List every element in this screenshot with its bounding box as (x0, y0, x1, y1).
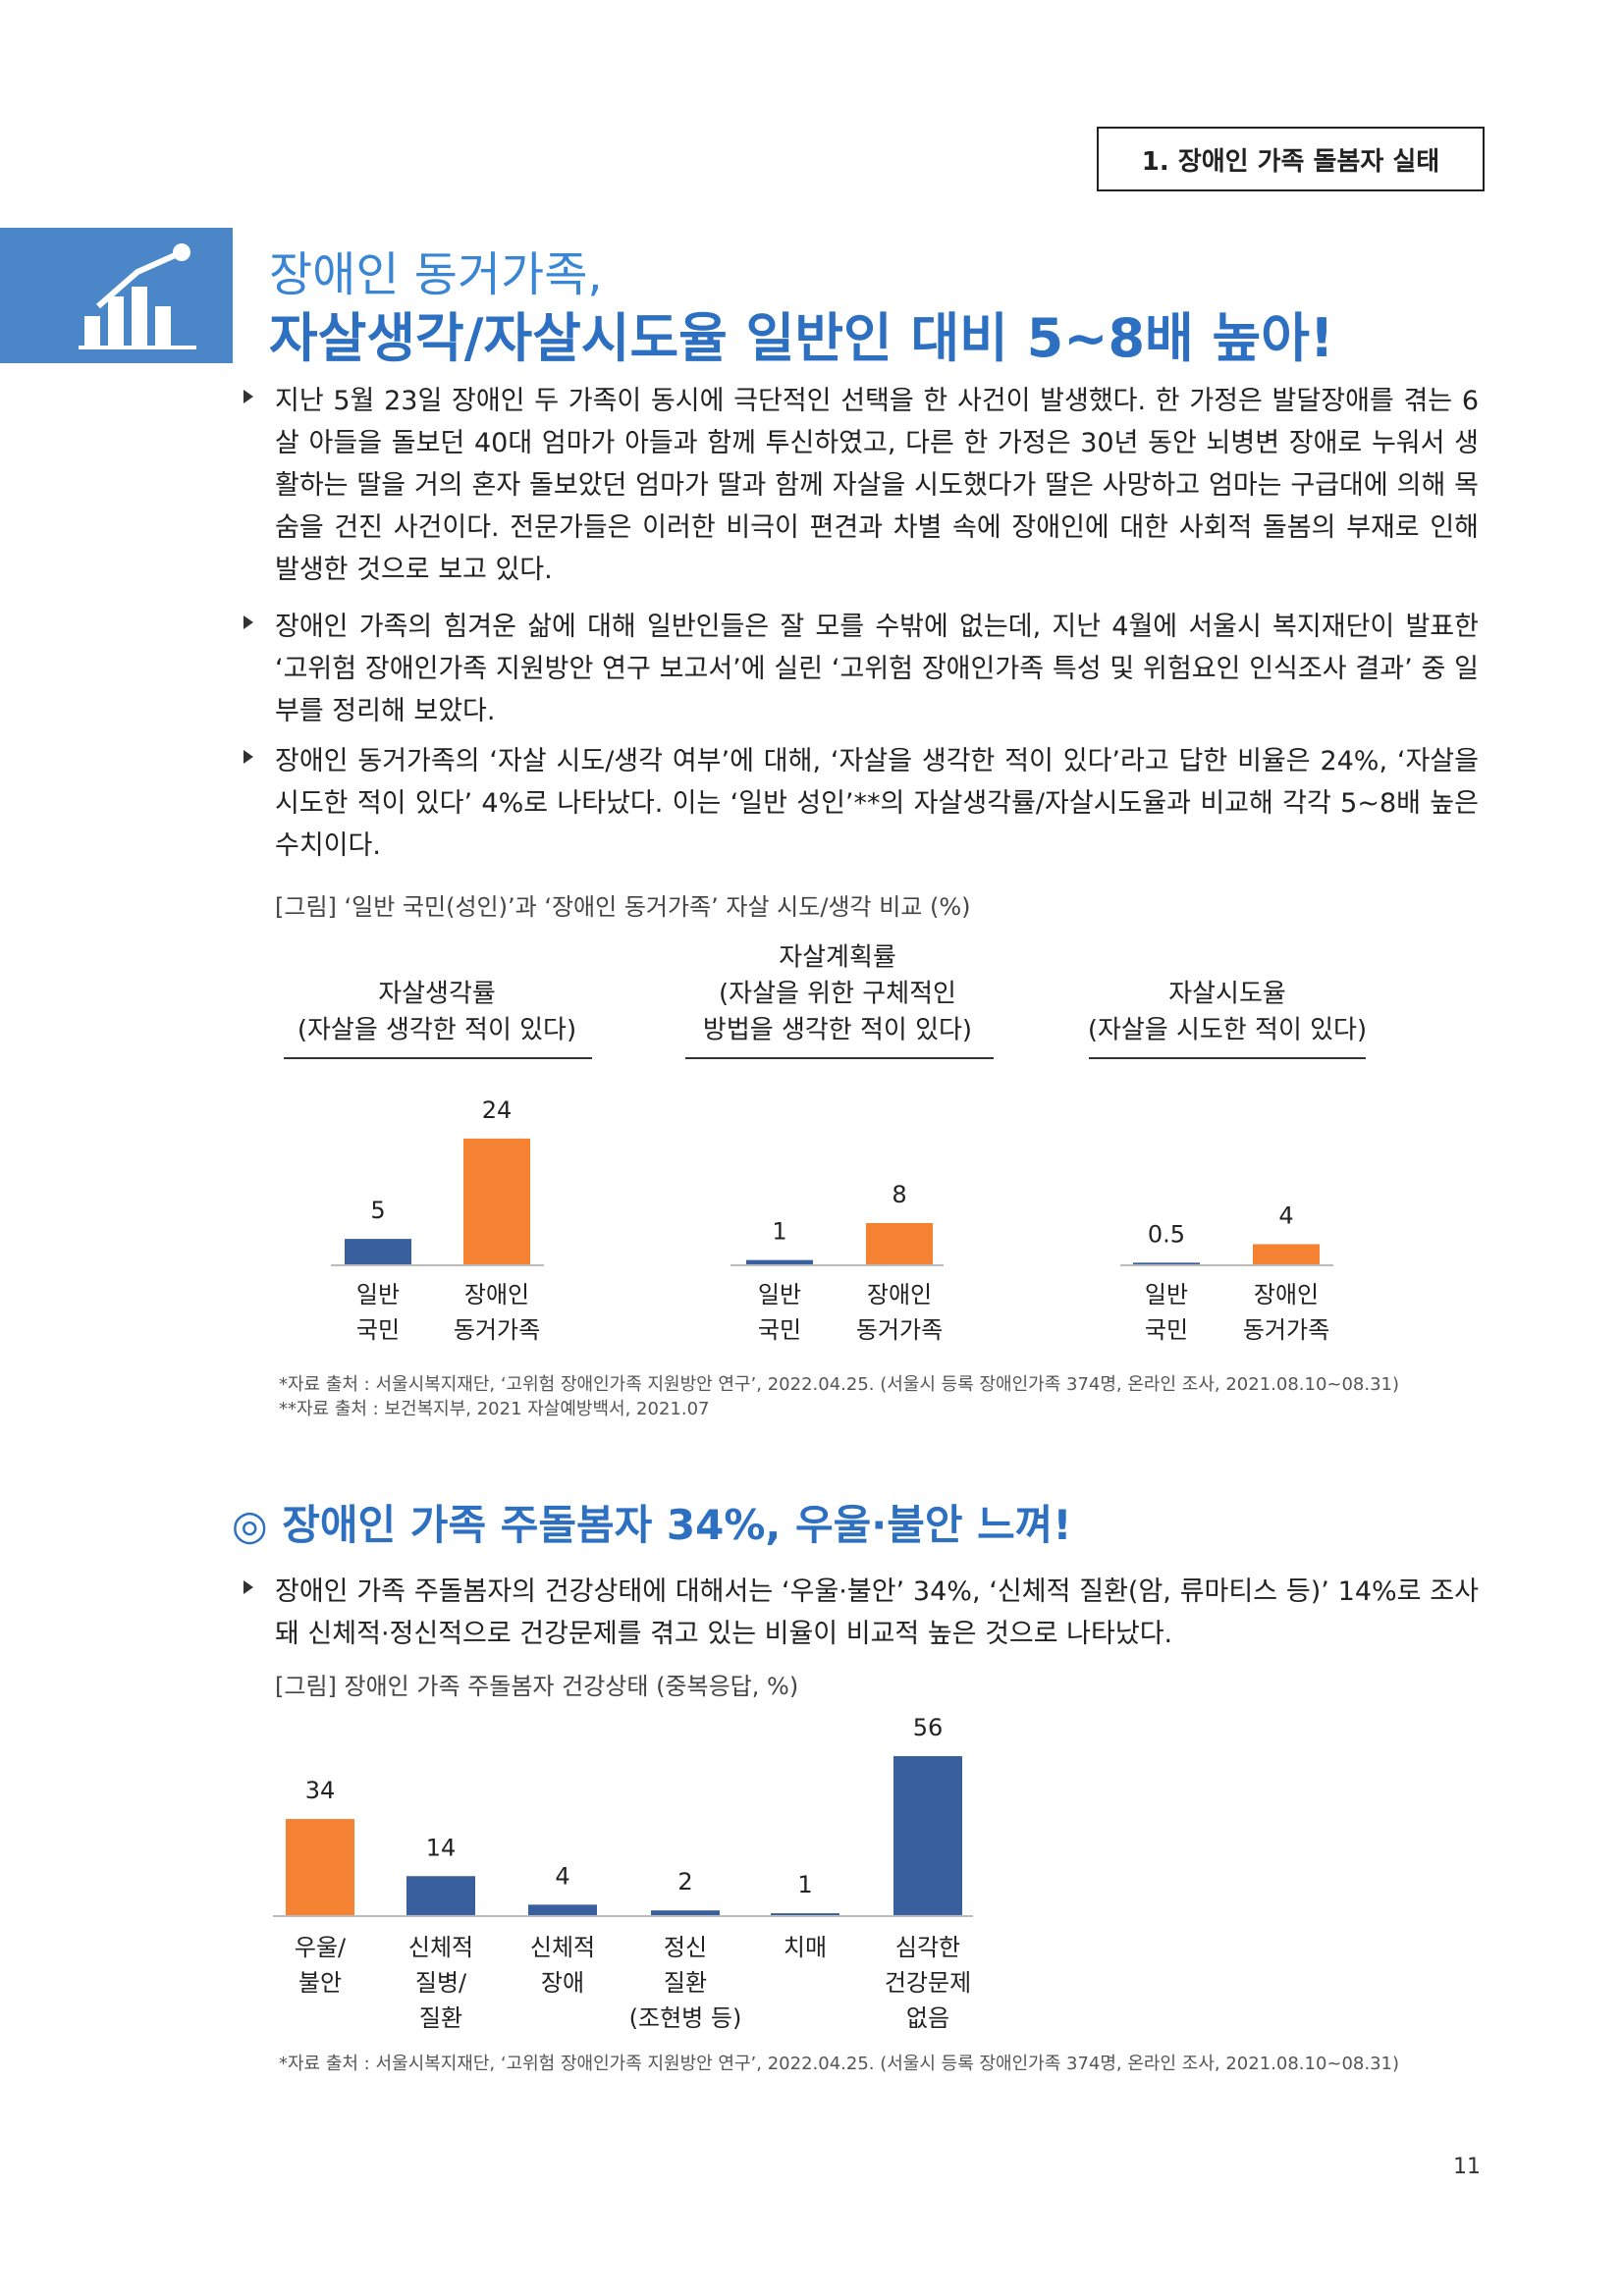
category-label: 장애인 (867, 1281, 932, 1308)
value-label: 34 (305, 1777, 336, 1804)
value-label: 14 (426, 1834, 457, 1861)
chart-title: 방법을 생각한 적이 있다) (703, 1016, 972, 1045)
page-number: 11 (1453, 2155, 1481, 2179)
category-label: 건강문제 (885, 1969, 971, 1997)
title-line: 장애인 동거가족, (269, 247, 603, 302)
chart-title: (자살을 생각한 적이 있다) (298, 1016, 576, 1045)
category-label: 장애 (541, 1969, 584, 1997)
bar (1133, 1262, 1200, 1265)
chart-title: 자살시도율 (1168, 980, 1286, 1009)
paragraph: 장애인 동거가족의 ‘자살 시도/생각 여부’에 대해, ‘자살을 생각한 적이… (275, 746, 1479, 861)
bar (866, 1222, 933, 1265)
category-label: 동거가족 (1243, 1316, 1329, 1344)
title-line: 자살생각/자살시도율 일반인 대비 5~8배 높아! (269, 307, 1334, 369)
bar (746, 1259, 813, 1265)
paragraph: 장애인 가족 주돌봄자의 건강상태에 대해서는 ‘우울·불안’ 34%, ‘신체… (275, 1576, 1479, 1649)
category-label: 국민 (356, 1316, 400, 1344)
category-label: (조현병 등) (629, 2004, 742, 2032)
value-label: 56 (913, 1714, 944, 1741)
value-label: 1 (772, 1218, 786, 1246)
category-label: 동거가족 (856, 1316, 943, 1344)
value-label: 8 (892, 1181, 906, 1208)
value-label: 5 (370, 1197, 385, 1224)
value-label: 2 (677, 1868, 692, 1896)
chart-title: (자살을 시도한 적이 있다) (1088, 1016, 1367, 1045)
source-note: **자료 출처 : 보건복지부, 2021 자살예방백서, 2021.07 (279, 1399, 710, 1419)
category-label: 일반 (758, 1281, 801, 1308)
category-label: 심각한 (895, 1934, 960, 1961)
paragraph: 장애인 가족의 힘겨운 삶에 대해 일반인들은 잘 모를 수밖에 없는데, 지난… (275, 612, 1479, 726)
chart-title: 자살계획률 (779, 943, 896, 973)
bar (345, 1239, 411, 1265)
category-label: 질환 (419, 2004, 462, 2032)
category-label: 장애인 (1254, 1281, 1319, 1308)
paragraph: 지난 5월 23일 장애인 두 가족이 동시에 극단적인 선택을 한 사건이 발… (275, 386, 1479, 585)
category-label: 우울/ (295, 1934, 347, 1961)
category-label: 불안 (298, 1969, 342, 1997)
figure-caption: [그림] ‘일반 국민(성인)’과 ‘장애인 동거가족’ 자살 시도/생각 비교… (275, 893, 971, 921)
bar (893, 1756, 962, 1916)
section-label: 1. 장애인 가족 돌봄자 실태 (1097, 127, 1485, 191)
bar (286, 1819, 354, 1916)
value-label: 1 (797, 1871, 812, 1898)
chart-title: (자살을 위한 구체적인 (719, 980, 956, 1009)
bar (771, 1913, 839, 1916)
category-label: 신체적 (530, 1934, 595, 1961)
category-label: 질병/ (415, 1969, 467, 1997)
bar (463, 1138, 530, 1265)
category-label: 일반 (356, 1281, 400, 1308)
bar (1253, 1244, 1320, 1265)
source-note: *자료 출처 : 서울시복지재단, ‘고위험 장애인가족 지원방안 연구’, 2… (279, 1374, 1400, 1395)
bullet-marker (243, 615, 253, 629)
bullet-marker (243, 390, 253, 403)
category-label: 신체적 (408, 1934, 473, 1961)
bullet-marker (243, 750, 253, 764)
section-heading: ◎ 장애인 가족 주돌봄자 34%, 우울·불안 느껴! (232, 1501, 1072, 1549)
value-label: 4 (555, 1862, 569, 1890)
bar (406, 1876, 475, 1916)
category-label: 국민 (1145, 1316, 1188, 1344)
bullet-marker (243, 1580, 253, 1594)
category-label: 없음 (906, 2004, 949, 2032)
bar (651, 1910, 720, 1916)
category-label: 치매 (784, 1934, 827, 1961)
value-label: 0.5 (1148, 1220, 1185, 1248)
category-label: 국민 (758, 1316, 801, 1344)
title-icon (0, 228, 233, 363)
source-note: *자료 출처 : 서울시복지재단, ‘고위험 장애인가족 지원방안 연구’, 2… (279, 2054, 1400, 2074)
category-label: 질환 (664, 1969, 707, 1997)
bar (528, 1904, 597, 1916)
category-label: 동거가족 (454, 1316, 540, 1344)
category-label: 정신 (664, 1934, 707, 1961)
value-label: 4 (1278, 1201, 1293, 1229)
chart-title: 자살생각률 (378, 980, 496, 1009)
category-label: 일반 (1145, 1281, 1188, 1308)
figure-caption: [그림] 장애인 가족 주돌봄자 건강상태 (중복응답, %) (275, 1673, 799, 1700)
value-label: 24 (482, 1096, 513, 1124)
category-label: 장애인 (464, 1281, 529, 1308)
